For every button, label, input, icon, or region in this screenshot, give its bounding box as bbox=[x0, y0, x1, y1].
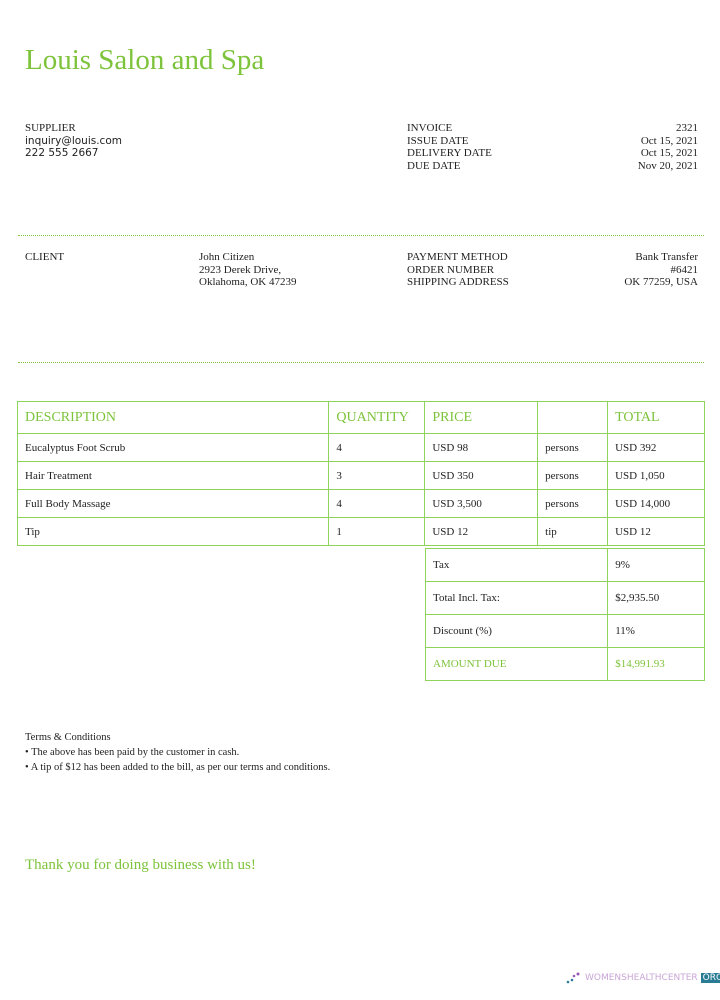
cell-price: USD 98 bbox=[424, 433, 539, 462]
delivery-date-label: DELIVERY DATE bbox=[407, 147, 492, 159]
cell-quantity: 4 bbox=[328, 433, 426, 462]
amount-due-label: AMOUNT DUE bbox=[424, 647, 609, 681]
summary-row-total-incl-tax: Total Incl. Tax: $2,935.50 bbox=[424, 581, 705, 615]
order-meta-labels: PAYMENT METHOD ORDER NUMBER SHIPPING ADD… bbox=[407, 251, 509, 289]
client-block: John Citizen 2923 Derek Drive, Oklahoma,… bbox=[199, 251, 296, 289]
shipping-address-label: SHIPPING ADDRESS bbox=[407, 276, 509, 288]
table-row: Full Body Massage 4 USD 3,500 persons USD 14… bbox=[16, 489, 705, 518]
cell-unit: tip bbox=[537, 517, 609, 546]
cell-total: USD 392 bbox=[607, 433, 705, 462]
cell-unit: persons bbox=[537, 433, 609, 462]
watermark-suffix: ORG bbox=[700, 973, 720, 983]
cell-total: USD 12 bbox=[607, 517, 705, 546]
summary-value: 11% bbox=[607, 614, 705, 648]
terms-item: • A tip of $12 has been added to the bil… bbox=[25, 762, 331, 773]
supplier-block: SUPPLIER inquiry@louis.com 222 555 2667 bbox=[25, 122, 122, 160]
cell-description: Hair Treatment bbox=[16, 461, 330, 490]
summary-label: Discount (%) bbox=[424, 614, 609, 648]
invoice-number: 2321 bbox=[676, 122, 698, 134]
thank-you-message: Thank you for doing business with us! bbox=[25, 857, 256, 873]
watermark-text: WOMENSHEALTHCENTER bbox=[585, 973, 698, 983]
cell-unit: persons bbox=[537, 489, 609, 518]
company-name: Louis Salon and Spa bbox=[25, 44, 265, 76]
header-price: PRICE bbox=[424, 401, 539, 434]
watermark-logo: WOMENSHEALTHCENTER ORG bbox=[566, 972, 720, 984]
summary-value: 9% bbox=[607, 548, 705, 582]
summary-row-discount: Discount (%) 11% bbox=[424, 614, 705, 648]
header-quantity: QUANTITY bbox=[328, 401, 426, 434]
cell-unit: persons bbox=[537, 461, 609, 490]
cell-quantity: 1 bbox=[328, 517, 426, 546]
delivery-date: Oct 15, 2021 bbox=[640, 147, 698, 159]
cell-quantity: 3 bbox=[328, 461, 426, 490]
amount-due-value: $14,991.93 bbox=[607, 647, 705, 681]
cell-description: Full Body Massage bbox=[16, 489, 330, 518]
summary-label: Tax bbox=[424, 548, 609, 582]
table-row: Tip 1 USD 12 tip USD 12 bbox=[16, 517, 705, 546]
client-address-line1: 2923 Derek Drive, bbox=[199, 263, 282, 276]
divider bbox=[18, 235, 704, 236]
terms-item: • The above has been paid by the custome… bbox=[25, 747, 240, 758]
header-description: DESCRIPTION bbox=[16, 401, 330, 434]
cell-price: USD 12 bbox=[424, 517, 539, 546]
invoice-label: INVOICE bbox=[407, 122, 453, 134]
cell-description: Eucalyptus Foot Scrub bbox=[16, 433, 330, 462]
due-date: Nov 20, 2021 bbox=[637, 159, 698, 172]
summary-row-tax: Tax 9% bbox=[424, 548, 705, 582]
cell-total: USD 1,050 bbox=[607, 461, 705, 490]
divider bbox=[18, 362, 704, 363]
cell-price: USD 3,500 bbox=[424, 489, 539, 518]
supplier-phone: 222 555 2667 bbox=[25, 147, 99, 159]
summary-row-amount-due: AMOUNT DUE $14,991.93 bbox=[424, 647, 705, 681]
header-total: TOTAL bbox=[607, 401, 705, 434]
invoice-meta-labels: INVOICE ISSUE DATE DELIVERY DATE DUE DAT… bbox=[407, 122, 492, 172]
client-name: John Citizen bbox=[199, 251, 255, 263]
table-row: Eucalyptus Foot Scrub 4 USD 98 persons USD 3… bbox=[16, 433, 705, 462]
terms-title: Terms & Conditions bbox=[25, 732, 111, 743]
table-row: Hair Treatment 3 USD 350 persons USD 1,050 bbox=[16, 461, 705, 490]
supplier-email: inquiry@louis.com bbox=[25, 134, 122, 147]
shipping-address: OK 77259, USA bbox=[624, 276, 698, 288]
line-items-table: DESCRIPTION QUANTITY PRICE TOTAL Eucalyp… bbox=[16, 401, 705, 546]
cell-quantity: 4 bbox=[328, 489, 426, 518]
terms-section: Terms & Conditions • The above has been … bbox=[25, 730, 330, 775]
summary-value: $2,935.50 bbox=[607, 581, 705, 615]
payment-method-label: PAYMENT METHOD bbox=[407, 251, 508, 263]
cell-total: USD 14,000 bbox=[607, 489, 705, 518]
order-meta-values: Bank Transfer #6421 OK 77259, USA bbox=[624, 251, 698, 289]
order-number: #6421 bbox=[670, 263, 699, 276]
issue-date-label: ISSUE DATE bbox=[407, 134, 469, 147]
client-label: CLIENT bbox=[25, 251, 65, 263]
table-header-row: DESCRIPTION QUANTITY PRICE TOTAL bbox=[16, 401, 705, 434]
summary-table: Tax 9% Total Incl. Tax: $2,935.50 Discount… bbox=[424, 548, 705, 681]
cell-description: Tip bbox=[16, 517, 330, 546]
payment-method: Bank Transfer bbox=[635, 251, 698, 263]
dots-icon bbox=[566, 972, 580, 984]
invoice-meta-values: 2321 Oct 15, 2021 Oct 15, 2021 Nov 20, 2… bbox=[638, 122, 698, 172]
summary-label: Total Incl. Tax: bbox=[424, 581, 609, 615]
order-number-label: ORDER NUMBER bbox=[407, 263, 495, 276]
issue-date: Oct 15, 2021 bbox=[640, 134, 698, 147]
supplier-label: SUPPLIER bbox=[25, 122, 76, 134]
cell-price: USD 350 bbox=[424, 461, 539, 490]
due-date-label: DUE DATE bbox=[407, 159, 461, 172]
client-address-line2: Oklahoma, OK 47239 bbox=[199, 276, 297, 288]
header-unit bbox=[537, 401, 609, 434]
